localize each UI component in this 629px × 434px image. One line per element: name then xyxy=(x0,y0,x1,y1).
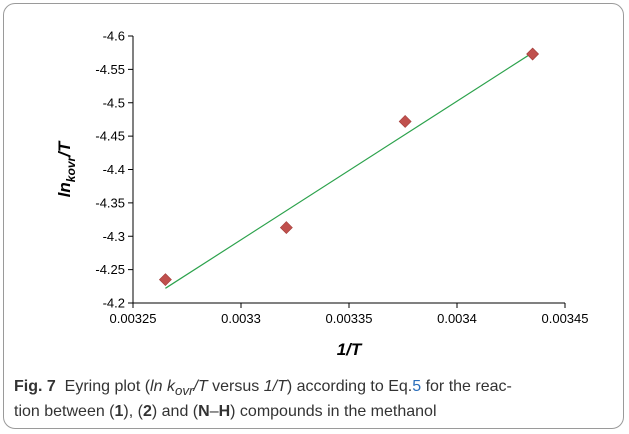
chart-ticks: -4.6 -4.55 -4.5 -4.45 -4.4 -4.35 -4.3 -4.25 -4.2… xyxy=(95,29,588,327)
caption-dash: – xyxy=(209,403,219,421)
data-point-diamond xyxy=(398,115,412,128)
data-point-diamond xyxy=(158,273,172,287)
x-axis-title: 1/T xyxy=(337,340,363,359)
y-title-main: ln xyxy=(55,182,74,197)
y-tick-label: -4.55 xyxy=(95,62,125,77)
caption-inv-t: 1/T xyxy=(263,378,287,395)
y-tick-label: -4.35 xyxy=(95,195,125,210)
y-title-sub: kovr xyxy=(64,156,78,183)
trendline-group xyxy=(165,52,533,289)
caption-text-7: ) compounds in the methanol xyxy=(230,403,437,421)
y-tick-label: -4.4 xyxy=(103,162,125,177)
caption-figure-label: Fig. 7 xyxy=(14,378,56,395)
caption-text-2: ) according to Eq. xyxy=(286,378,413,395)
caption-text-5: ), ( xyxy=(123,403,143,421)
y-tick-label: -4.6 xyxy=(103,29,125,44)
caption-n: N xyxy=(198,403,210,421)
caption-text-1: Eyring plot ( xyxy=(64,378,151,395)
figure-caption: Fig. 7 Eyring plot (ln kovr/T versus 1/T… xyxy=(14,376,614,422)
x-tick-label: 0.00325 xyxy=(110,311,157,326)
y-tick-label: -4.2 xyxy=(103,296,125,311)
caption-compound-1: 1 xyxy=(114,403,124,421)
caption-text-4: tion between ( xyxy=(14,403,115,421)
caption-ln-k: ln k xyxy=(150,378,175,395)
y-tick-label: -4.45 xyxy=(95,129,125,144)
x-tick-label: 0.0033 xyxy=(221,311,261,326)
caption-text-6: ) and ( xyxy=(151,403,199,421)
caption-text-3: for the reac- xyxy=(421,378,512,395)
y-tick-label: -4.25 xyxy=(95,262,125,277)
y-tick-label: -4.3 xyxy=(103,229,125,244)
y-tick-label: -4.5 xyxy=(103,95,125,110)
caption-compound-2: 2 xyxy=(142,403,152,421)
y-axis-title: lnkovr/T xyxy=(55,140,78,197)
caption-versus: versus xyxy=(207,378,264,395)
x-tick-label: 0.00345 xyxy=(542,311,589,326)
caption-h: H xyxy=(218,403,231,421)
caption-slash-t: /T xyxy=(193,378,208,395)
caption-eq-link[interactable]: 5 xyxy=(412,378,422,395)
data-point-diamond xyxy=(279,221,293,234)
figure-frame xyxy=(3,3,624,429)
data-point-diamond xyxy=(526,47,540,61)
trendline xyxy=(165,52,533,289)
x-tick-label: 0.0034 xyxy=(437,311,477,326)
chart-axes xyxy=(132,36,565,304)
caption-ovr: ovr xyxy=(174,383,194,399)
y-title-tail: /T xyxy=(55,140,74,158)
x-tick-label: 0.00335 xyxy=(326,311,373,326)
data-points xyxy=(158,47,540,287)
